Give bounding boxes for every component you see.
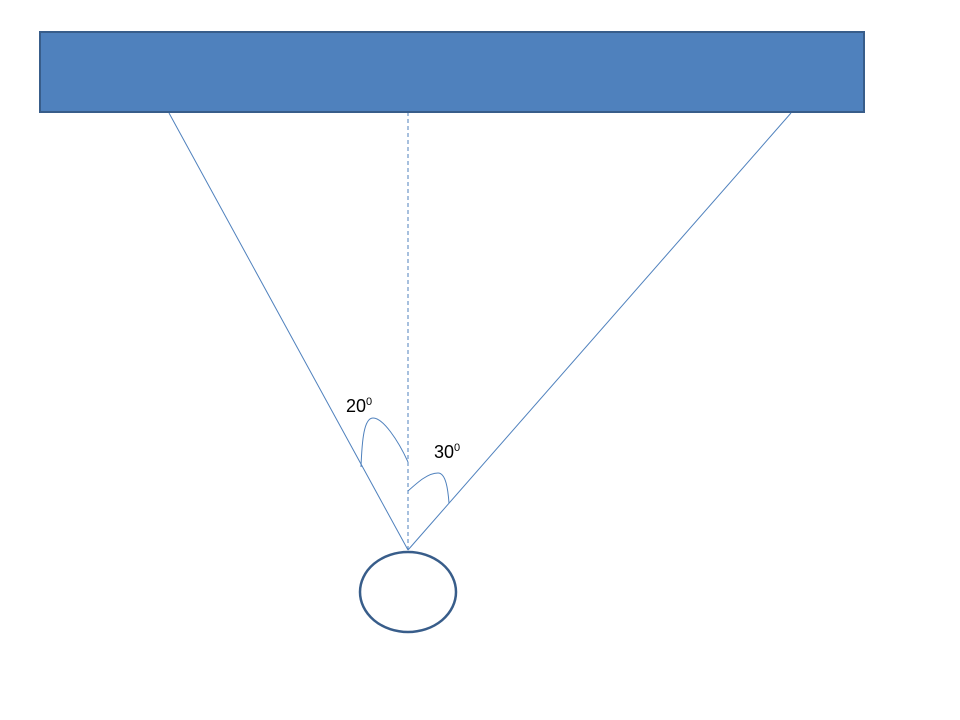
top-bar: [39, 31, 865, 113]
observer-circle: [358, 550, 458, 634]
angle-arc-30: [407, 472, 450, 504]
angle-label-20: 200: [346, 396, 372, 416]
angle-label-30: 300: [434, 442, 460, 462]
angle-arc-20: [360, 417, 409, 468]
left-sight-line: [168, 112, 409, 551]
right-sight-line: [407, 112, 792, 551]
